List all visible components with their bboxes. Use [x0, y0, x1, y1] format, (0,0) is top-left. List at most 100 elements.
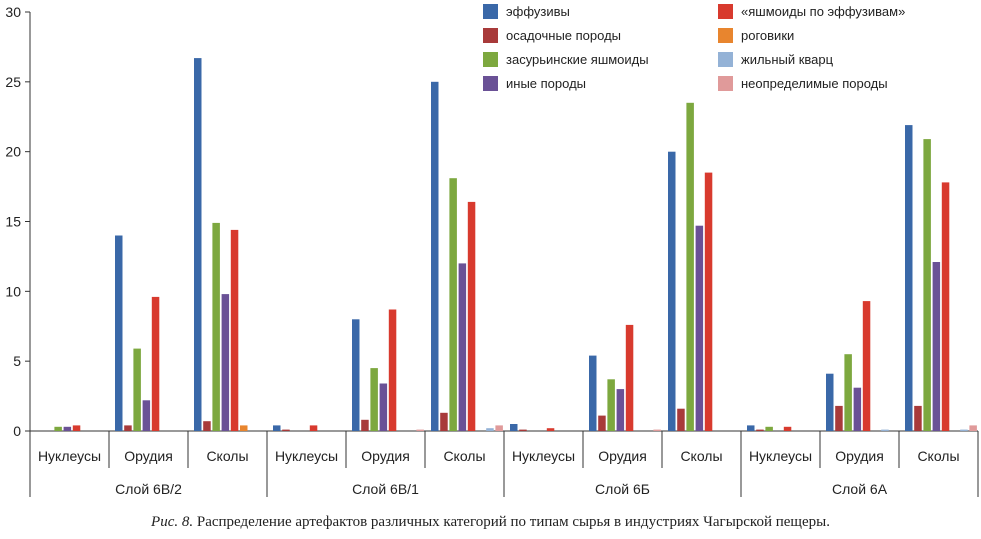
bar-3 [449, 178, 457, 431]
bar-1 [273, 425, 281, 431]
bar-2 [835, 405, 843, 431]
bar-5 [625, 324, 634, 431]
bar-2 [914, 405, 922, 431]
category-label: Орудия [598, 448, 647, 464]
bar-1 [194, 58, 202, 431]
caption-text: Распределение артефактов различных катег… [193, 514, 830, 530]
y-tick-label: 15 [5, 214, 21, 230]
category-label: Нуклеусы [38, 448, 101, 464]
bar-2 [282, 429, 290, 431]
bar-4 [379, 383, 388, 431]
category-label: Сколы [917, 448, 959, 464]
bar-7 [486, 428, 494, 431]
bar-6 [240, 425, 248, 431]
y-tick-label: 10 [5, 283, 21, 299]
bar-2 [519, 429, 527, 431]
bar-1 [589, 355, 597, 431]
bar-1 [826, 373, 834, 431]
bar-3 [844, 354, 852, 431]
bar-8 [969, 425, 977, 431]
group-label: Слой 6В/2 [115, 481, 182, 497]
bar-2 [756, 429, 764, 431]
legend-label: жильный кварц [741, 52, 834, 67]
figure-label: Рис. 8. [151, 514, 194, 530]
category-label: Орудия [835, 448, 884, 464]
y-tick-label: 0 [13, 423, 21, 439]
bar-5 [783, 426, 792, 431]
bar-5 [309, 425, 318, 431]
bar-1 [905, 125, 913, 431]
bar-2 [677, 408, 685, 431]
bar-4 [142, 400, 151, 431]
bar-2 [598, 415, 606, 431]
bar-3 [765, 426, 773, 431]
group-label: Слой 6А [832, 481, 888, 497]
bar-5 [467, 201, 476, 431]
legend-swatch [483, 28, 498, 43]
bar-3 [607, 379, 615, 431]
bar-4 [616, 389, 625, 431]
legend-swatch [718, 28, 733, 43]
bar-8 [416, 429, 424, 431]
bar-2 [361, 419, 369, 431]
bar-4 [63, 426, 72, 431]
category-label: Сколы [680, 448, 722, 464]
bar-8 [653, 429, 661, 431]
bar-3 [133, 348, 141, 431]
legend-label: осадочные породы [506, 28, 621, 43]
group-label: Слой 6Б [595, 481, 650, 497]
bar-3 [370, 368, 378, 431]
y-tick-label: 25 [5, 74, 21, 90]
category-label: Нуклеусы [275, 448, 338, 464]
category-label: Нуклеусы [512, 448, 575, 464]
legend-label: неопределимые породы [741, 76, 888, 91]
bar-3 [212, 222, 220, 431]
category-label: Орудия [361, 448, 410, 464]
bar-2 [203, 421, 211, 431]
legend-label: засурьинские яшмоиды [506, 52, 649, 67]
bar-4 [853, 387, 862, 431]
figure-caption: Рис. 8. Распределение артефактов различн… [0, 514, 981, 531]
bar-7 [960, 429, 968, 431]
legend-label: «яшмоиды по эффузивам» [741, 4, 905, 19]
legend-swatch [483, 76, 498, 91]
y-tick-label: 5 [13, 353, 21, 369]
category-label: Орудия [124, 448, 173, 464]
category-label: Нуклеусы [749, 448, 812, 464]
bar-1 [431, 81, 439, 432]
bar-5 [704, 172, 713, 431]
legend-swatch [718, 4, 733, 19]
bar-3 [923, 139, 931, 431]
bar-5 [230, 229, 239, 431]
group-label: Слой 6В/1 [352, 481, 419, 497]
bar-8 [495, 425, 503, 431]
bar-3 [54, 426, 62, 431]
bar-4 [458, 263, 467, 431]
bar-2 [124, 425, 132, 431]
legend-label: иные породы [506, 76, 586, 91]
bar-1 [352, 319, 360, 431]
bar-5 [72, 425, 81, 431]
y-tick-label: 20 [5, 144, 21, 160]
bar-5 [388, 309, 397, 431]
legend-swatch [483, 52, 498, 67]
bar-3 [686, 102, 694, 432]
bar-4 [932, 262, 941, 431]
legend-swatch [718, 76, 733, 91]
bar-chart: 0 5 10 15 20 25 30 Нуклеусы Орудия Сколы Слой 6В/2… [5, 4, 979, 497]
legend-swatch [483, 4, 498, 19]
bar-1 [115, 235, 123, 431]
legend-label: роговики [741, 28, 794, 43]
bar-5 [546, 428, 555, 431]
category-label: Сколы [206, 448, 248, 464]
bar-5 [151, 296, 160, 431]
bar-4 [221, 294, 230, 431]
category-label: Сколы [443, 448, 485, 464]
bar-5 [941, 182, 950, 431]
bar-1 [747, 425, 755, 431]
bar-7 [881, 429, 889, 431]
bar-1 [510, 424, 518, 431]
bar-1 [668, 151, 676, 431]
legend-swatch [718, 52, 733, 67]
bar-2 [440, 412, 448, 431]
